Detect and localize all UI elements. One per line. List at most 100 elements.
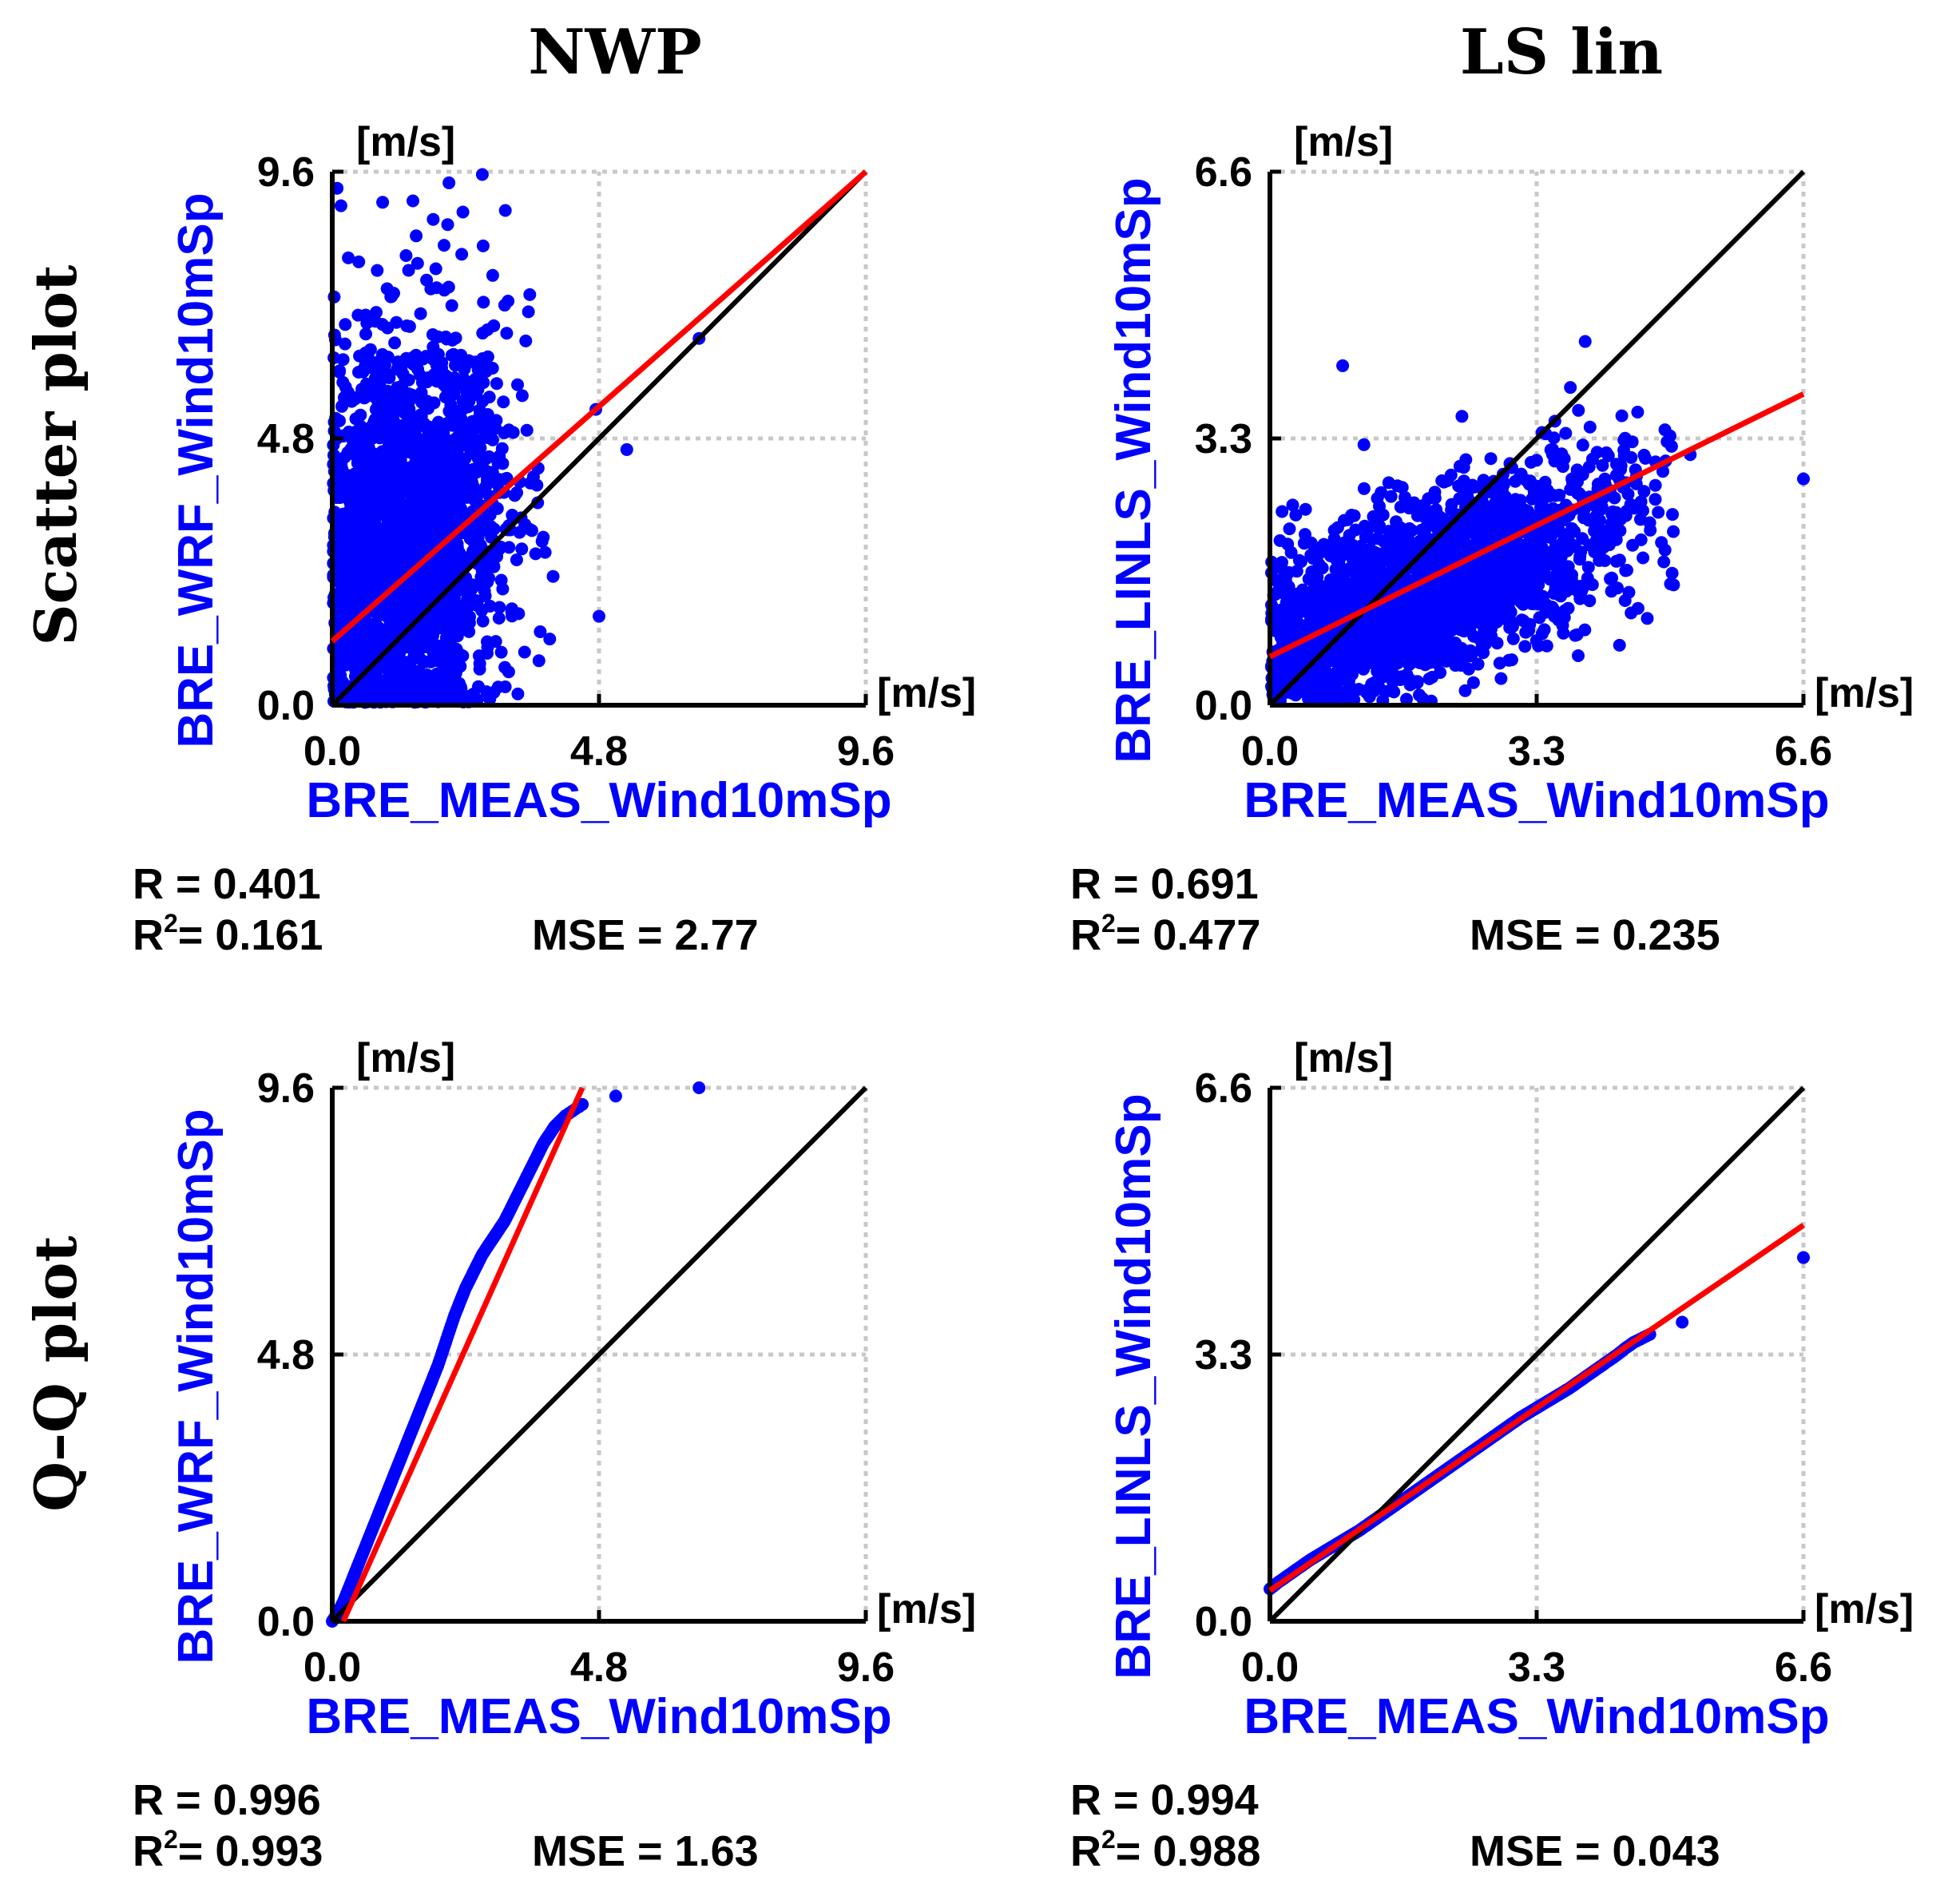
data-point bbox=[1426, 655, 1439, 668]
data-point bbox=[1343, 674, 1355, 687]
stat-r2: R2= 0.477 bbox=[1070, 909, 1260, 959]
data-point bbox=[1484, 452, 1498, 466]
data-point bbox=[498, 660, 512, 674]
data-point bbox=[368, 371, 382, 385]
data-point bbox=[417, 595, 430, 609]
data-point bbox=[476, 239, 490, 252]
data-point bbox=[1362, 522, 1375, 535]
data-point bbox=[1453, 459, 1466, 473]
data-point bbox=[1639, 451, 1652, 465]
data-point bbox=[532, 654, 546, 668]
data-point bbox=[414, 307, 427, 320]
data-point bbox=[1667, 525, 1680, 538]
data-point bbox=[348, 392, 362, 406]
data-point bbox=[438, 239, 450, 252]
data-point bbox=[351, 552, 364, 565]
data-point bbox=[481, 323, 494, 336]
x-tick-label: 4.8 bbox=[570, 1644, 628, 1691]
data-point bbox=[1455, 410, 1469, 423]
data-point bbox=[1330, 541, 1343, 554]
data-point bbox=[1583, 420, 1597, 434]
y-unit-label: [m/s] bbox=[1294, 1035, 1393, 1081]
data-point bbox=[1283, 522, 1296, 536]
data-point bbox=[448, 416, 462, 430]
data-point bbox=[1576, 438, 1589, 452]
data-point bbox=[1569, 629, 1582, 642]
data-point bbox=[1590, 446, 1604, 459]
data-point bbox=[1666, 508, 1679, 522]
data-point bbox=[486, 362, 499, 375]
data-point bbox=[422, 577, 435, 591]
data-point bbox=[1407, 605, 1421, 618]
data-point bbox=[405, 388, 419, 402]
data-point bbox=[482, 450, 496, 463]
data-point bbox=[1530, 479, 1544, 493]
data-point bbox=[1524, 455, 1537, 469]
data-point bbox=[1284, 545, 1298, 559]
data-point bbox=[471, 371, 484, 384]
data-point bbox=[1441, 648, 1454, 660]
data-point bbox=[403, 482, 416, 495]
data-point bbox=[438, 549, 451, 563]
data-point bbox=[435, 361, 448, 375]
data-point bbox=[1419, 512, 1433, 525]
chart-panel: 0.0 3.3 6.60.03.36.6[m/s][m/s]BRE_MEAS_Win… bbox=[1070, 1035, 1914, 1875]
data-point bbox=[360, 316, 374, 330]
x-unit-label: [m/s] bbox=[877, 1586, 976, 1632]
data-point bbox=[411, 493, 424, 506]
data-point bbox=[375, 493, 389, 506]
data-point bbox=[382, 505, 395, 518]
x-tick-label: 9.6 bbox=[837, 1644, 895, 1691]
stat-r: R = 0.401 bbox=[133, 860, 321, 908]
data-point bbox=[1535, 627, 1549, 641]
data-point bbox=[1339, 662, 1353, 676]
data-point bbox=[472, 649, 486, 663]
data-point bbox=[367, 562, 380, 576]
data-point bbox=[431, 347, 445, 361]
data-point bbox=[375, 605, 389, 618]
data-point bbox=[482, 571, 495, 585]
data-point bbox=[1426, 671, 1438, 684]
data-point bbox=[388, 493, 402, 506]
data-point bbox=[1472, 563, 1486, 577]
stat-mse: MSE = 1.63 bbox=[532, 1827, 759, 1875]
x-unit-label: [m/s] bbox=[1815, 670, 1914, 716]
data-point bbox=[431, 415, 445, 429]
x-tick-label: 0.0 bbox=[304, 1644, 361, 1691]
y-tick-label: 0.0 bbox=[1195, 1599, 1252, 1645]
data-point bbox=[353, 462, 367, 474]
data-point bbox=[535, 534, 549, 548]
data-point bbox=[1435, 474, 1449, 487]
chart-panel: 0.0 4.8 9.60.04.89.6[m/s][m/s]BRE_MEAS_Win… bbox=[133, 1035, 976, 1875]
x-axis-label: BRE_MEAS_Wind10mSp bbox=[306, 1689, 891, 1744]
data-point bbox=[1525, 564, 1538, 577]
data-point bbox=[1450, 586, 1464, 600]
data-point bbox=[339, 318, 352, 331]
data-point bbox=[364, 617, 378, 631]
data-point bbox=[1343, 581, 1357, 595]
data-point bbox=[1375, 570, 1388, 583]
data-point bbox=[498, 426, 511, 439]
data-point bbox=[407, 194, 419, 208]
data-point bbox=[448, 691, 462, 704]
data-point bbox=[1605, 571, 1618, 585]
data-point bbox=[445, 389, 458, 403]
data-point bbox=[358, 442, 371, 455]
data-point bbox=[419, 350, 433, 363]
data-point bbox=[1530, 541, 1543, 555]
data-point bbox=[475, 168, 489, 181]
data-point bbox=[1631, 406, 1645, 418]
data-point bbox=[476, 614, 490, 628]
column-title-ls-lin: LS lin bbox=[1460, 16, 1663, 89]
data-point bbox=[372, 430, 386, 443]
data-point bbox=[1395, 541, 1408, 553]
data-point bbox=[609, 1089, 622, 1103]
data-point bbox=[1357, 438, 1371, 451]
data-point bbox=[1336, 359, 1350, 372]
data-point bbox=[438, 436, 451, 450]
data-point bbox=[1359, 627, 1373, 641]
data-point bbox=[487, 522, 501, 536]
data-point bbox=[1489, 506, 1502, 520]
data-point bbox=[1498, 490, 1512, 503]
data-point bbox=[450, 629, 464, 643]
